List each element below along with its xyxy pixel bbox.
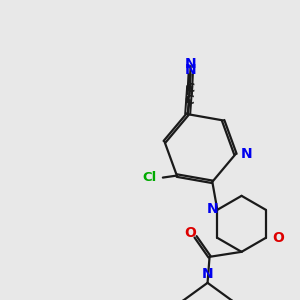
Text: Cl: Cl [142, 171, 157, 184]
Text: C: C [185, 94, 194, 107]
Text: O: O [184, 226, 196, 240]
Text: N: N [206, 202, 218, 216]
Text: N: N [241, 147, 252, 161]
Text: N: N [185, 63, 197, 77]
Text: O: O [272, 231, 284, 245]
Text: C: C [185, 82, 194, 95]
Text: N: N [185, 57, 197, 71]
Text: N: N [202, 267, 213, 281]
